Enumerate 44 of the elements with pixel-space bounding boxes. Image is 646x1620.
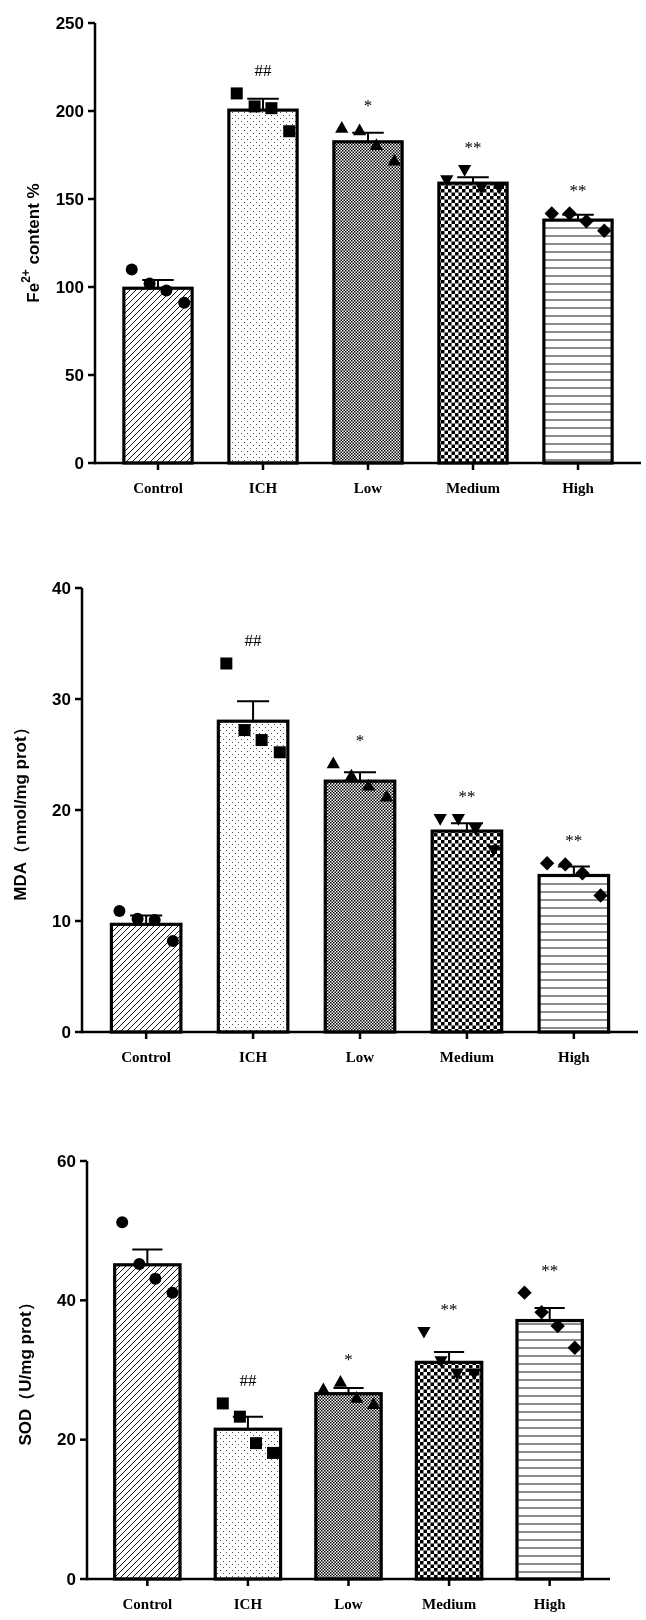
annotation: *	[363, 95, 373, 115]
x-tick-label: Medium	[421, 1596, 477, 1612]
y-tick-label: 0	[74, 453, 84, 473]
x-tick-label: Low	[353, 480, 383, 496]
y-tick-label: 40	[57, 1290, 76, 1310]
y-tick-label: 200	[55, 101, 84, 121]
annotation: ##	[244, 631, 263, 651]
annotation: **	[458, 786, 476, 806]
x-tick-label: ICH	[233, 1596, 263, 1612]
annotation: *	[355, 731, 365, 751]
y-tick-label: 20	[57, 1430, 76, 1450]
y-tick-label: 50	[65, 365, 84, 385]
x-tick-label: Control	[133, 480, 183, 496]
y-tick-label: 150	[55, 189, 84, 209]
annotation: *	[344, 1349, 353, 1369]
y-axis-title: SOD（U/mg prot）	[15, 1294, 35, 1446]
annotation: ##	[254, 61, 272, 81]
x-tick-label: Control	[121, 1049, 172, 1065]
y-tick-label: 0	[61, 1022, 71, 1042]
y-tick-label: 250	[55, 13, 84, 33]
annotation: **	[569, 181, 587, 201]
x-tick-label: Control	[122, 1596, 173, 1612]
x-tick-label: High	[562, 480, 595, 496]
x-tick-label: High	[558, 1049, 591, 1065]
x-tick-label: ICH	[238, 1049, 268, 1065]
y-tick-label: 60	[57, 1151, 76, 1171]
x-tick-label: ICH	[248, 480, 278, 496]
x-tick-label: Medium	[445, 480, 501, 496]
y-tick-label: 0	[66, 1569, 76, 1589]
y-tick-label: 20	[52, 800, 71, 820]
annotation: **	[565, 831, 583, 851]
y-tick-label: 30	[52, 689, 71, 709]
annotation: **	[464, 137, 482, 157]
x-tick-label: Medium	[439, 1049, 495, 1065]
y-axis-title: MDA（nmol/mg prot）	[10, 719, 30, 901]
annotation: **	[440, 1299, 458, 1319]
annotation: ##	[239, 1371, 257, 1391]
y-tick-label: 100	[55, 277, 84, 297]
x-tick-label: Low	[334, 1596, 363, 1612]
y-tick-label: 40	[52, 578, 71, 598]
x-tick-label: Low	[345, 1049, 375, 1065]
annotation: **	[541, 1260, 559, 1280]
y-tick-label: 10	[52, 911, 71, 931]
x-tick-label: High	[533, 1596, 567, 1612]
